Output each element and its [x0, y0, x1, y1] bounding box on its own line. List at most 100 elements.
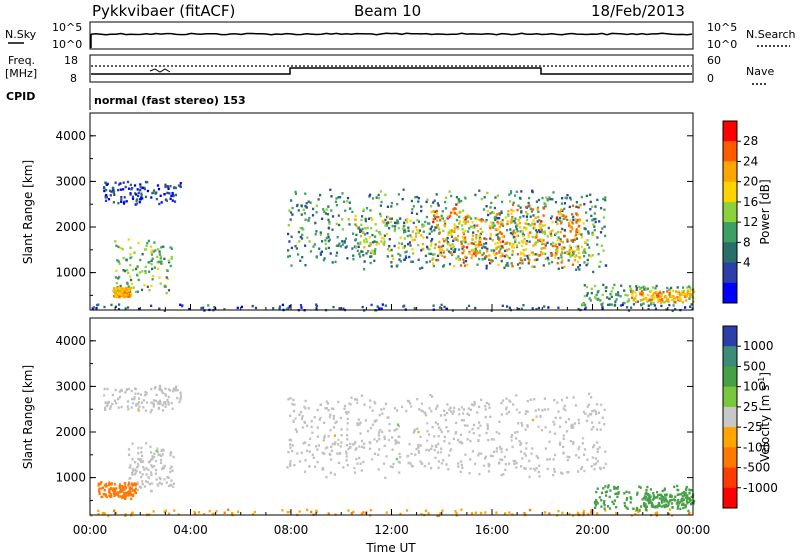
- velocity-cell: [648, 497, 651, 500]
- power-cell: [511, 250, 514, 253]
- power-cell: [438, 228, 441, 231]
- power-cell: [496, 220, 499, 224]
- power-cell: [153, 189, 156, 192]
- power-cell: [452, 239, 455, 242]
- power-cell: [443, 305, 446, 309]
- power-cell: [568, 253, 571, 256]
- power-cell: [490, 249, 493, 252]
- velocity-cell: [317, 444, 320, 447]
- power-cell: [472, 248, 475, 251]
- velocity-cell: [591, 410, 594, 413]
- power-cell: [627, 298, 630, 301]
- power-cell: [484, 246, 487, 249]
- power-cell: [129, 253, 132, 256]
- power-cell: [511, 253, 514, 256]
- velocity-cell: [159, 458, 163, 462]
- power-cell: [613, 304, 616, 307]
- velocity-cell: [152, 399, 155, 402]
- power-cell: [493, 249, 496, 252]
- power-cell: [539, 238, 542, 241]
- velocity-cell: [546, 467, 549, 471]
- power-cell: [109, 194, 112, 197]
- velocity-cell: [636, 491, 639, 494]
- velocity-cell: [163, 478, 166, 481]
- velocity-cell: [523, 466, 526, 470]
- power-cell: [500, 259, 503, 263]
- power-cell: [501, 224, 505, 227]
- velocity-cell: [430, 409, 433, 413]
- power-cell: [338, 242, 341, 245]
- power-cell: [170, 257, 173, 260]
- velocity-cell: [660, 505, 663, 508]
- power-cell: [432, 201, 435, 204]
- power-cell: [409, 219, 412, 222]
- power-cell: [437, 204, 440, 207]
- power-cell: [129, 275, 132, 278]
- velocity-cell: [355, 447, 358, 450]
- power-cell: [569, 249, 572, 252]
- power-cell: [457, 227, 460, 230]
- power-cell: [396, 219, 399, 222]
- power-cell: [507, 214, 510, 218]
- velocity-cell: [543, 397, 546, 400]
- power-cell: [509, 200, 512, 203]
- velocity-cell: [169, 467, 172, 470]
- velocity-cell: [540, 428, 543, 432]
- power-cell: [369, 241, 372, 245]
- velocity-cell: [298, 510, 301, 513]
- velocity-cell: [662, 496, 665, 499]
- velocity-cell: [129, 464, 132, 467]
- power-cell: [130, 282, 133, 286]
- power-cell: [365, 252, 368, 255]
- power-cell: [319, 193, 322, 197]
- power-cell: [329, 252, 332, 255]
- power-cell: [146, 181, 149, 184]
- power-cell: [117, 295, 120, 299]
- velocity-cell: [149, 445, 152, 448]
- velocity-cell: [658, 497, 661, 500]
- velocity-cell: [300, 417, 304, 420]
- velocity-cell: [134, 484, 137, 487]
- power-cell: [689, 305, 692, 308]
- power-cell: [571, 254, 574, 257]
- power-cell: [491, 223, 494, 226]
- power-cell: [620, 284, 623, 287]
- velocity-cell: [155, 478, 158, 481]
- velocity-cell: [121, 496, 124, 499]
- power-cell: [416, 195, 419, 199]
- power-cell: [518, 196, 522, 200]
- velocity-cell: [150, 458, 153, 461]
- velocity-cell: [130, 494, 133, 497]
- velocity-cell: [423, 411, 426, 414]
- velocity-cell: [643, 504, 646, 508]
- velocity-cell: [656, 494, 660, 497]
- power-cell: [512, 220, 515, 223]
- velocity-cell: [110, 482, 113, 485]
- velocity-cell: [289, 414, 292, 417]
- velocity-cell: [169, 452, 172, 455]
- power-cell: [368, 244, 371, 248]
- velocity-cell: [303, 405, 306, 408]
- power-cell: [432, 218, 435, 221]
- power-cell: [575, 237, 579, 240]
- velocity-cell: [330, 449, 333, 452]
- velocity-cell: [316, 460, 319, 464]
- velocity-cell: [484, 415, 487, 419]
- power-cell: [511, 264, 514, 268]
- power-cell: [299, 226, 302, 230]
- velocity-cell: [642, 496, 646, 500]
- velocity-cell: [98, 492, 101, 496]
- velocity-cell: [524, 412, 527, 416]
- power-cell: [173, 200, 177, 203]
- velocity-cell: [560, 398, 564, 402]
- power-cell: [543, 305, 546, 308]
- power-cell: [331, 228, 334, 231]
- power-cell: [641, 298, 644, 302]
- velocity-cell: [598, 496, 601, 499]
- velocity-cell: [103, 406, 107, 410]
- power-cell: [493, 224, 496, 227]
- velocity-cell: [286, 511, 289, 514]
- velocity-cell: [137, 457, 140, 461]
